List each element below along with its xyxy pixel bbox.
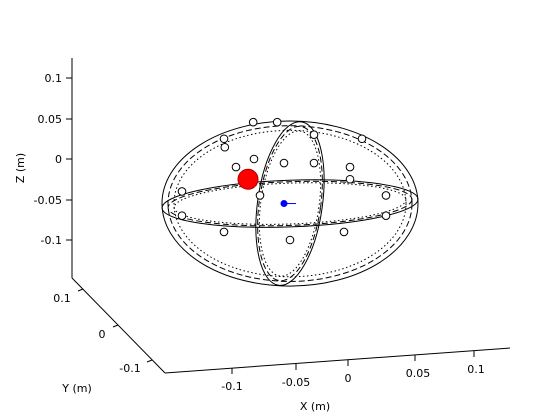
x-tick-label: 0.05 [406, 367, 431, 380]
data-point [381, 211, 391, 220]
y-tick [77, 288, 84, 292]
data-point [231, 162, 241, 172]
data-point [339, 227, 349, 237]
data-point [219, 134, 229, 144]
data-point [285, 235, 295, 245]
z-axis-label: Z (m) [14, 153, 27, 183]
data-point [177, 211, 187, 220]
z-tick-label: 0.05 [38, 113, 63, 126]
data-point [177, 187, 187, 196]
x-tick-labels: -0.1 -0.05 0 0.05 0.1 [221, 363, 484, 393]
z-tick-label: 0 [55, 153, 62, 166]
ellipsoid-outline-dashed [167, 125, 413, 282]
data-point [248, 117, 258, 127]
ellipsoid-equator-solid [161, 179, 419, 228]
y-axis-label: Y (m) [61, 382, 92, 395]
z-tick-label: -0.1 [41, 234, 62, 247]
data-point [309, 130, 319, 139]
marker-layer [177, 117, 391, 245]
data-point [219, 227, 229, 237]
data-point [279, 158, 289, 168]
y-axis-line [71, 277, 166, 374]
z-tick-label: -0.05 [34, 194, 62, 207]
ellipsoid-meridian-dashed [257, 125, 323, 282]
y-tick-label: 0.1 [53, 292, 71, 305]
z-axis-ticks [66, 77, 72, 241]
y-tick [112, 324, 119, 328]
y-tick-labels: 0.1 0 -0.1 [53, 292, 140, 375]
data-point [345, 174, 355, 184]
x-axis-line [164, 347, 511, 374]
data-point [249, 154, 259, 164]
red-marker [237, 168, 259, 190]
ellipsoid-outline-solid [161, 120, 419, 287]
data-point [220, 142, 230, 152]
x-tick-label: 0 [345, 372, 352, 385]
x-tick-label: -0.05 [282, 376, 310, 389]
data-point [309, 158, 319, 168]
data-point [345, 162, 355, 172]
data-point [255, 191, 265, 200]
z-tick-labels: 0.1 0.05 0 -0.05 -0.1 [34, 72, 62, 247]
ellipsoid-equator-dashed [167, 180, 413, 227]
x-tick-label: 0.1 [467, 363, 485, 376]
axes-frame [71, 58, 511, 374]
z-tick-label: 0.1 [45, 72, 63, 85]
ellipsoid-outline-dotted [173, 129, 407, 278]
y-tick [146, 359, 153, 363]
ellipsoid-equator-dotted [173, 182, 407, 225]
y-tick-label: -0.1 [119, 362, 140, 375]
blue-marker [280, 200, 288, 208]
y-tick-label: 0 [99, 328, 106, 341]
y-axis-ticks [77, 288, 153, 363]
x-tick-label: -0.1 [221, 380, 242, 393]
data-point [381, 191, 391, 200]
data-point [272, 117, 282, 127]
data-point [357, 134, 367, 144]
x-axis-label: X (m) [300, 400, 330, 413]
x-axis-ticks [231, 351, 475, 374]
